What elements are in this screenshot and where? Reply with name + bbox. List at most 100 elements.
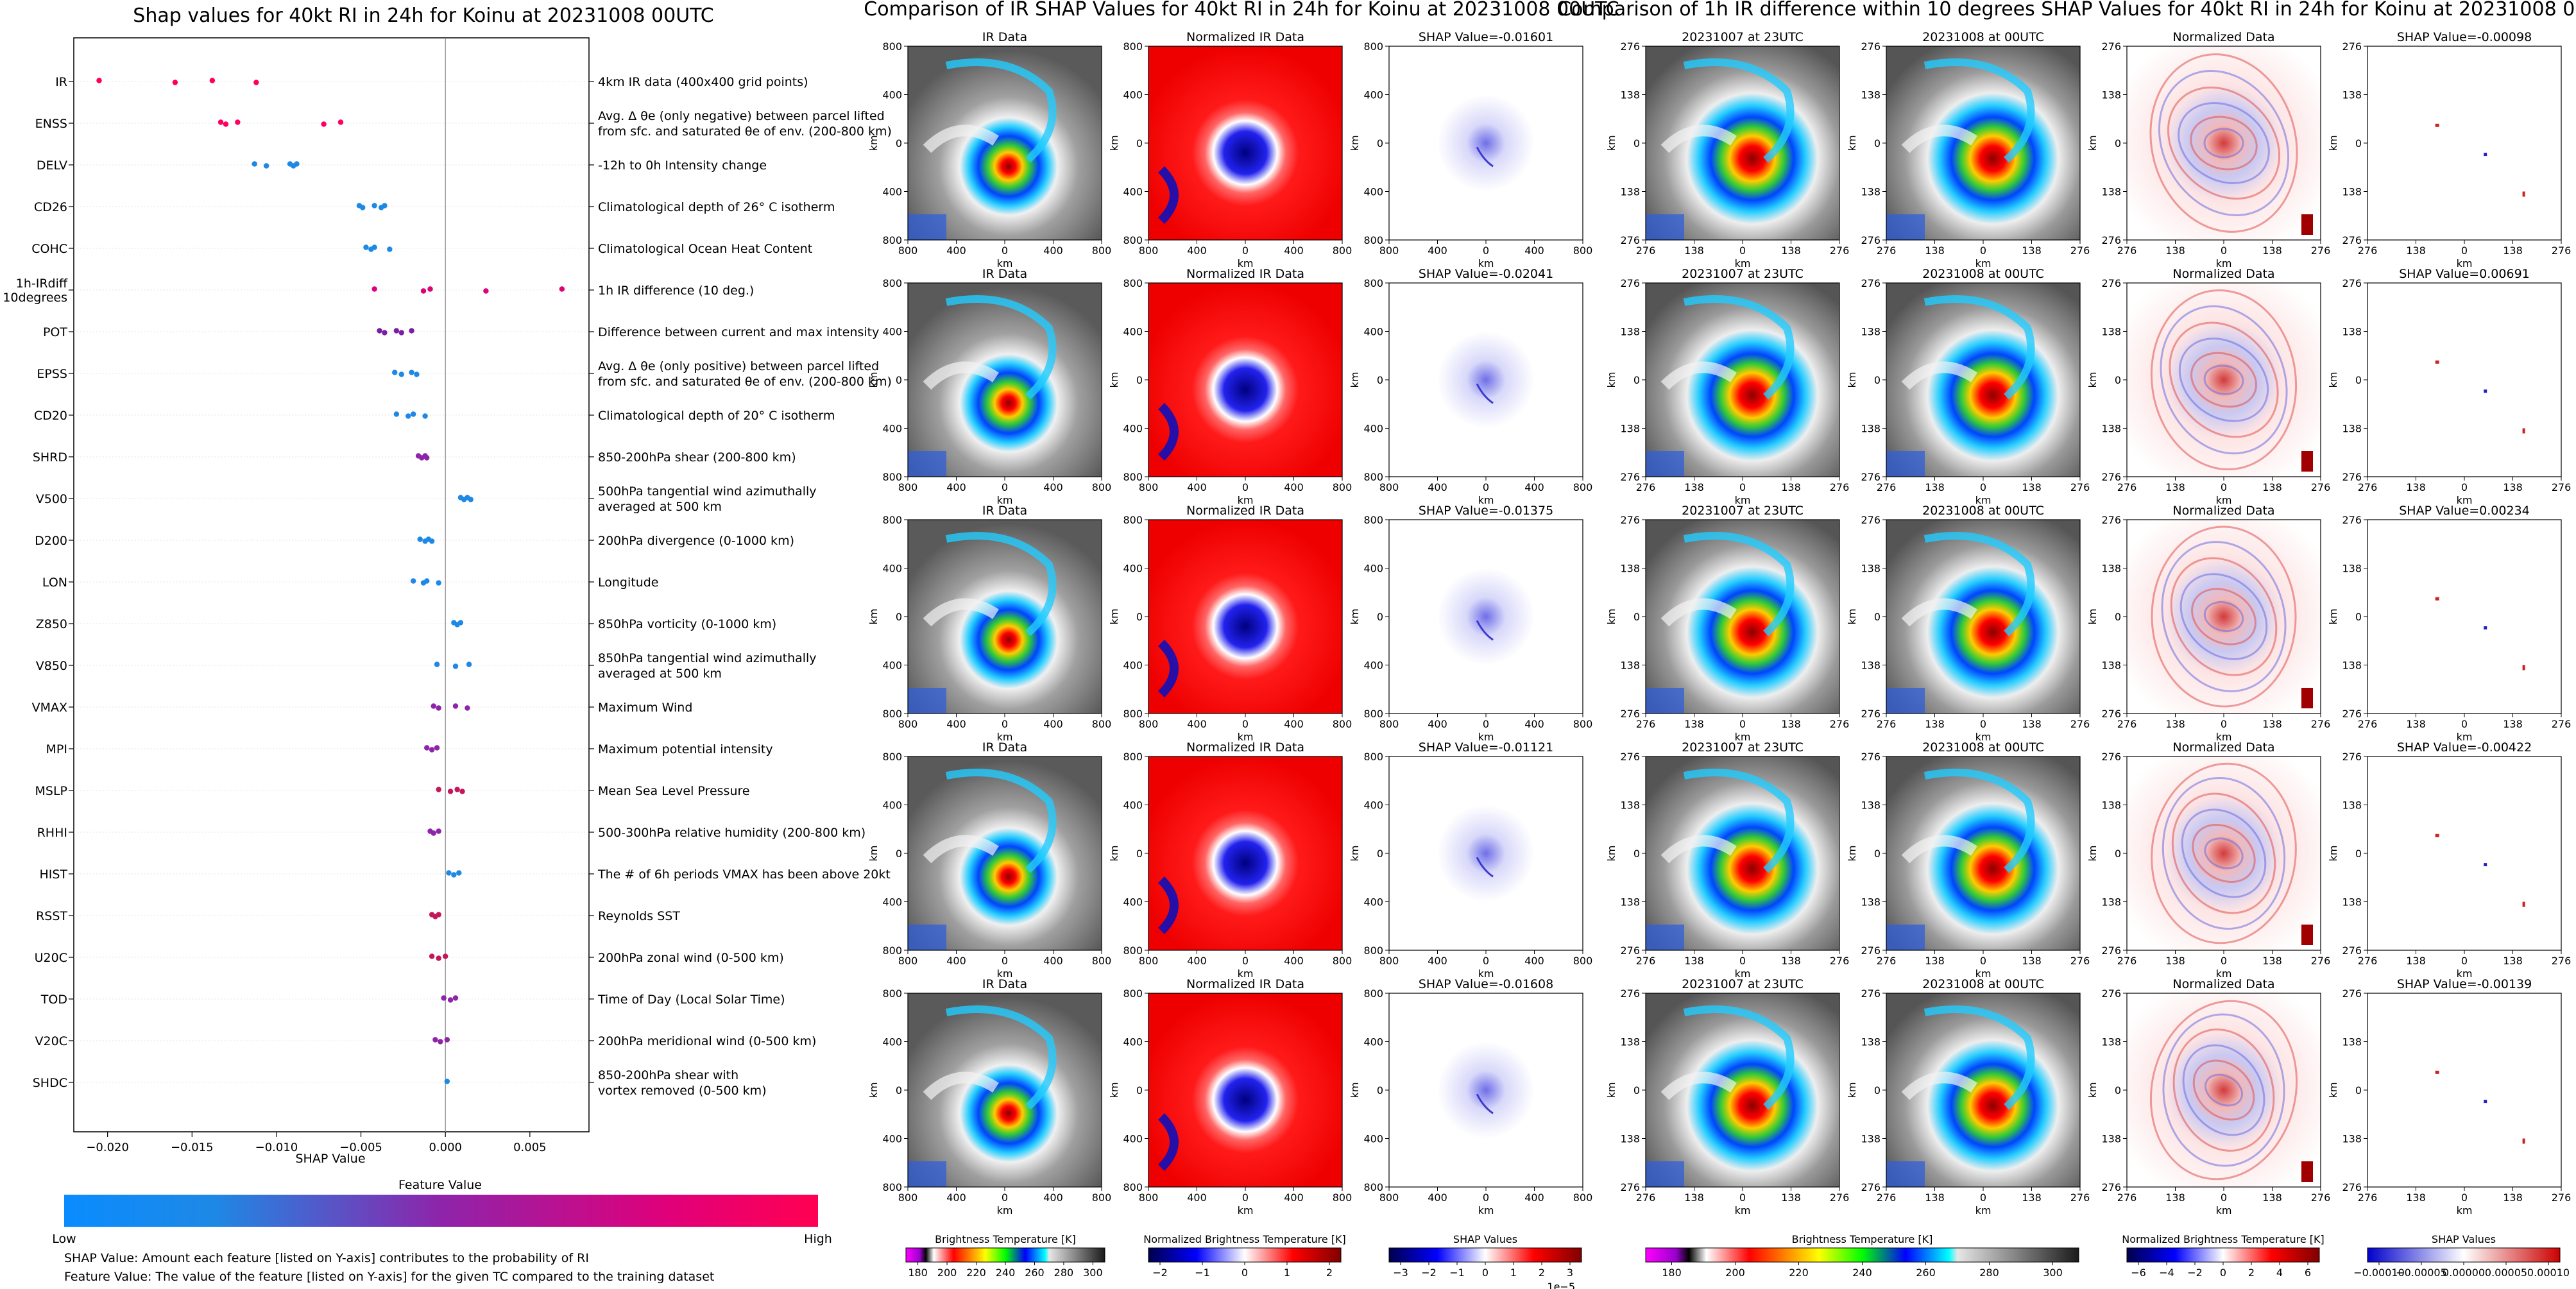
x-tick-label: 800 (898, 718, 918, 730)
y-tick-label: 276 (1861, 277, 1881, 289)
panel-title: SHAP Value=-0.00422 (2397, 740, 2532, 755)
y-tick-label: 400 (1123, 896, 1143, 909)
feature-label-line: POT (43, 325, 67, 339)
x-axis-label: km (2216, 494, 2232, 506)
image-panel: Normalized Data2762761381380013813827627… (2086, 30, 2330, 269)
x-tick-label: 800 (1139, 244, 1159, 257)
feature-description: 500-300hPa relative humidity (200-800 km… (598, 826, 866, 840)
x-axis-label: km (1735, 494, 1751, 506)
shap-speck (2522, 191, 2525, 197)
x-axis-label: km (2457, 1204, 2473, 1216)
x-tick-label: 400 (1428, 955, 1447, 967)
anomaly-ring (2204, 837, 2244, 869)
y-tick-label: 276 (1861, 1181, 1881, 1193)
x-tick-label: 400 (1284, 1191, 1304, 1204)
panel-title: 20231007 at 23UTC (1682, 504, 1804, 518)
x-tick-label: 400 (1043, 1191, 1063, 1204)
x-axis-label: km (1238, 731, 1254, 743)
colorbar-tick-label: 220 (1789, 1267, 1809, 1279)
y-tick-label: 0 (1377, 137, 1383, 149)
panel-title: SHAP Value=-0.02041 (1419, 267, 1553, 281)
x-tick-label: 400 (1284, 955, 1304, 967)
y-tick-label: 400 (882, 563, 902, 575)
colorbar-tick-label: −0.00010 (2353, 1267, 2405, 1279)
y-tick-label: 0 (2355, 1084, 2362, 1097)
anomaly-ring (2203, 364, 2244, 395)
y-tick-label: 400 (1123, 660, 1143, 672)
y-tick-label: 276 (1620, 751, 1640, 763)
colorbar-tick-label: 0.00010 (2527, 1267, 2570, 1279)
colorbar-tick-label: 200 (937, 1267, 957, 1279)
y-tick-label: 0 (1377, 848, 1383, 860)
anomaly-ring (2181, 808, 2267, 898)
panel-title: 20231008 at 00UTC (1922, 30, 2044, 44)
feature-label-line: D200 (35, 534, 67, 548)
y-tick-label: 400 (1363, 186, 1383, 198)
shap-point (424, 745, 430, 751)
colorbar-tick-label: −1 (1195, 1267, 1210, 1279)
feature-label: COHC (31, 242, 67, 256)
shap-point (252, 161, 257, 167)
shap-speck (2484, 1100, 2487, 1104)
x-tick-label: 276 (1636, 481, 1656, 493)
y-axis-label: km (2086, 846, 2099, 862)
colorbar-tick-label: 1 (1284, 1267, 1290, 1279)
y-axis-label: km (1349, 1082, 1361, 1098)
anomaly-ring (2171, 792, 2276, 914)
cloud-patch (1886, 688, 1925, 713)
feature-description-line: 850-200hPa shear (200-800 km) (598, 450, 796, 465)
x-tick-label: 276 (2311, 955, 2331, 967)
x-axis-ticks: −0.020 −0.015 −0.010 −0.005 0.000 0.005 (86, 1132, 547, 1154)
feature-value-colorbar (64, 1195, 818, 1227)
y-tick-label: 276 (1620, 471, 1640, 483)
shap-speck (2435, 360, 2439, 364)
anomaly-ring (2192, 1059, 2255, 1121)
anomaly-ring (2161, 541, 2287, 692)
x-tick-label: 800 (1573, 955, 1593, 967)
cloud-band (1901, 598, 1977, 627)
y-tick-label: 800 (1363, 751, 1383, 763)
colorbar (905, 1247, 1105, 1263)
feature-description-line: 200hPa meridional wind (0-500 km) (598, 1034, 816, 1048)
anomaly-ring (2182, 1044, 2265, 1136)
anomaly-ring (2178, 337, 2269, 422)
y-tick-label: 800 (1123, 944, 1143, 957)
colorbar-tick-label: −3 (1393, 1267, 1408, 1279)
panel-title: 20231008 at 00UTC (1922, 267, 2044, 281)
y-tick-label: 0 (1874, 611, 1881, 623)
y-tick-label: 138 (2342, 1036, 2362, 1048)
x-tick-label: 276 (2311, 1191, 2331, 1204)
x-tick-label: 800 (1139, 718, 1159, 730)
feature-label: RSST (36, 909, 67, 923)
x-axis-label: km (2216, 731, 2232, 743)
shap-point (436, 580, 441, 586)
x-axis-label: km (1735, 731, 1751, 743)
colorbar-tick-label: 200 (1725, 1267, 1745, 1279)
x-tick-label: 276 (2117, 955, 2137, 967)
x-axis-label: km (1735, 968, 1751, 980)
feature-label-line: SHRD (33, 450, 67, 465)
cloud-band (945, 58, 1057, 163)
colorbar-label: Normalized Brightness Temperature [K] (2122, 1233, 2324, 1245)
panel-title: SHAP Value=0.00691 (2399, 267, 2530, 281)
colorbar-tick-label: 4 (2276, 1267, 2283, 1279)
x-tick-label: 276 (1877, 1191, 1897, 1204)
y-axis-label: km (2086, 1082, 2099, 1098)
feature-description: Avg. Δ θe (only negative) between parcel… (598, 109, 892, 139)
y-tick-label: 138 (1861, 896, 1881, 909)
image-panel: SHAP Value=-0.01608800800400400004004008… (1349, 977, 1592, 1216)
feature-description-line: Mean Sea Level Pressure (598, 784, 750, 798)
y-tick-label: 0 (896, 374, 902, 386)
shap-point (429, 953, 435, 959)
y-tick-label: 0 (896, 1084, 902, 1097)
panel-title: SHAP Value=-0.01375 (1419, 504, 1553, 518)
shap-point (371, 244, 377, 250)
y-tick-label: 400 (1123, 799, 1143, 812)
y-tick-label: 276 (2342, 471, 2362, 483)
feature-description: Climatological depth of 26° C isotherm (598, 200, 835, 214)
colorbar-tick-label: 180 (1662, 1267, 1682, 1279)
x-tick-label: 138 (1684, 1191, 1704, 1204)
x-axis-label: km (997, 494, 1013, 506)
panel-title: 20231008 at 00UTC (1922, 977, 2044, 991)
cold-band (1157, 166, 1179, 224)
